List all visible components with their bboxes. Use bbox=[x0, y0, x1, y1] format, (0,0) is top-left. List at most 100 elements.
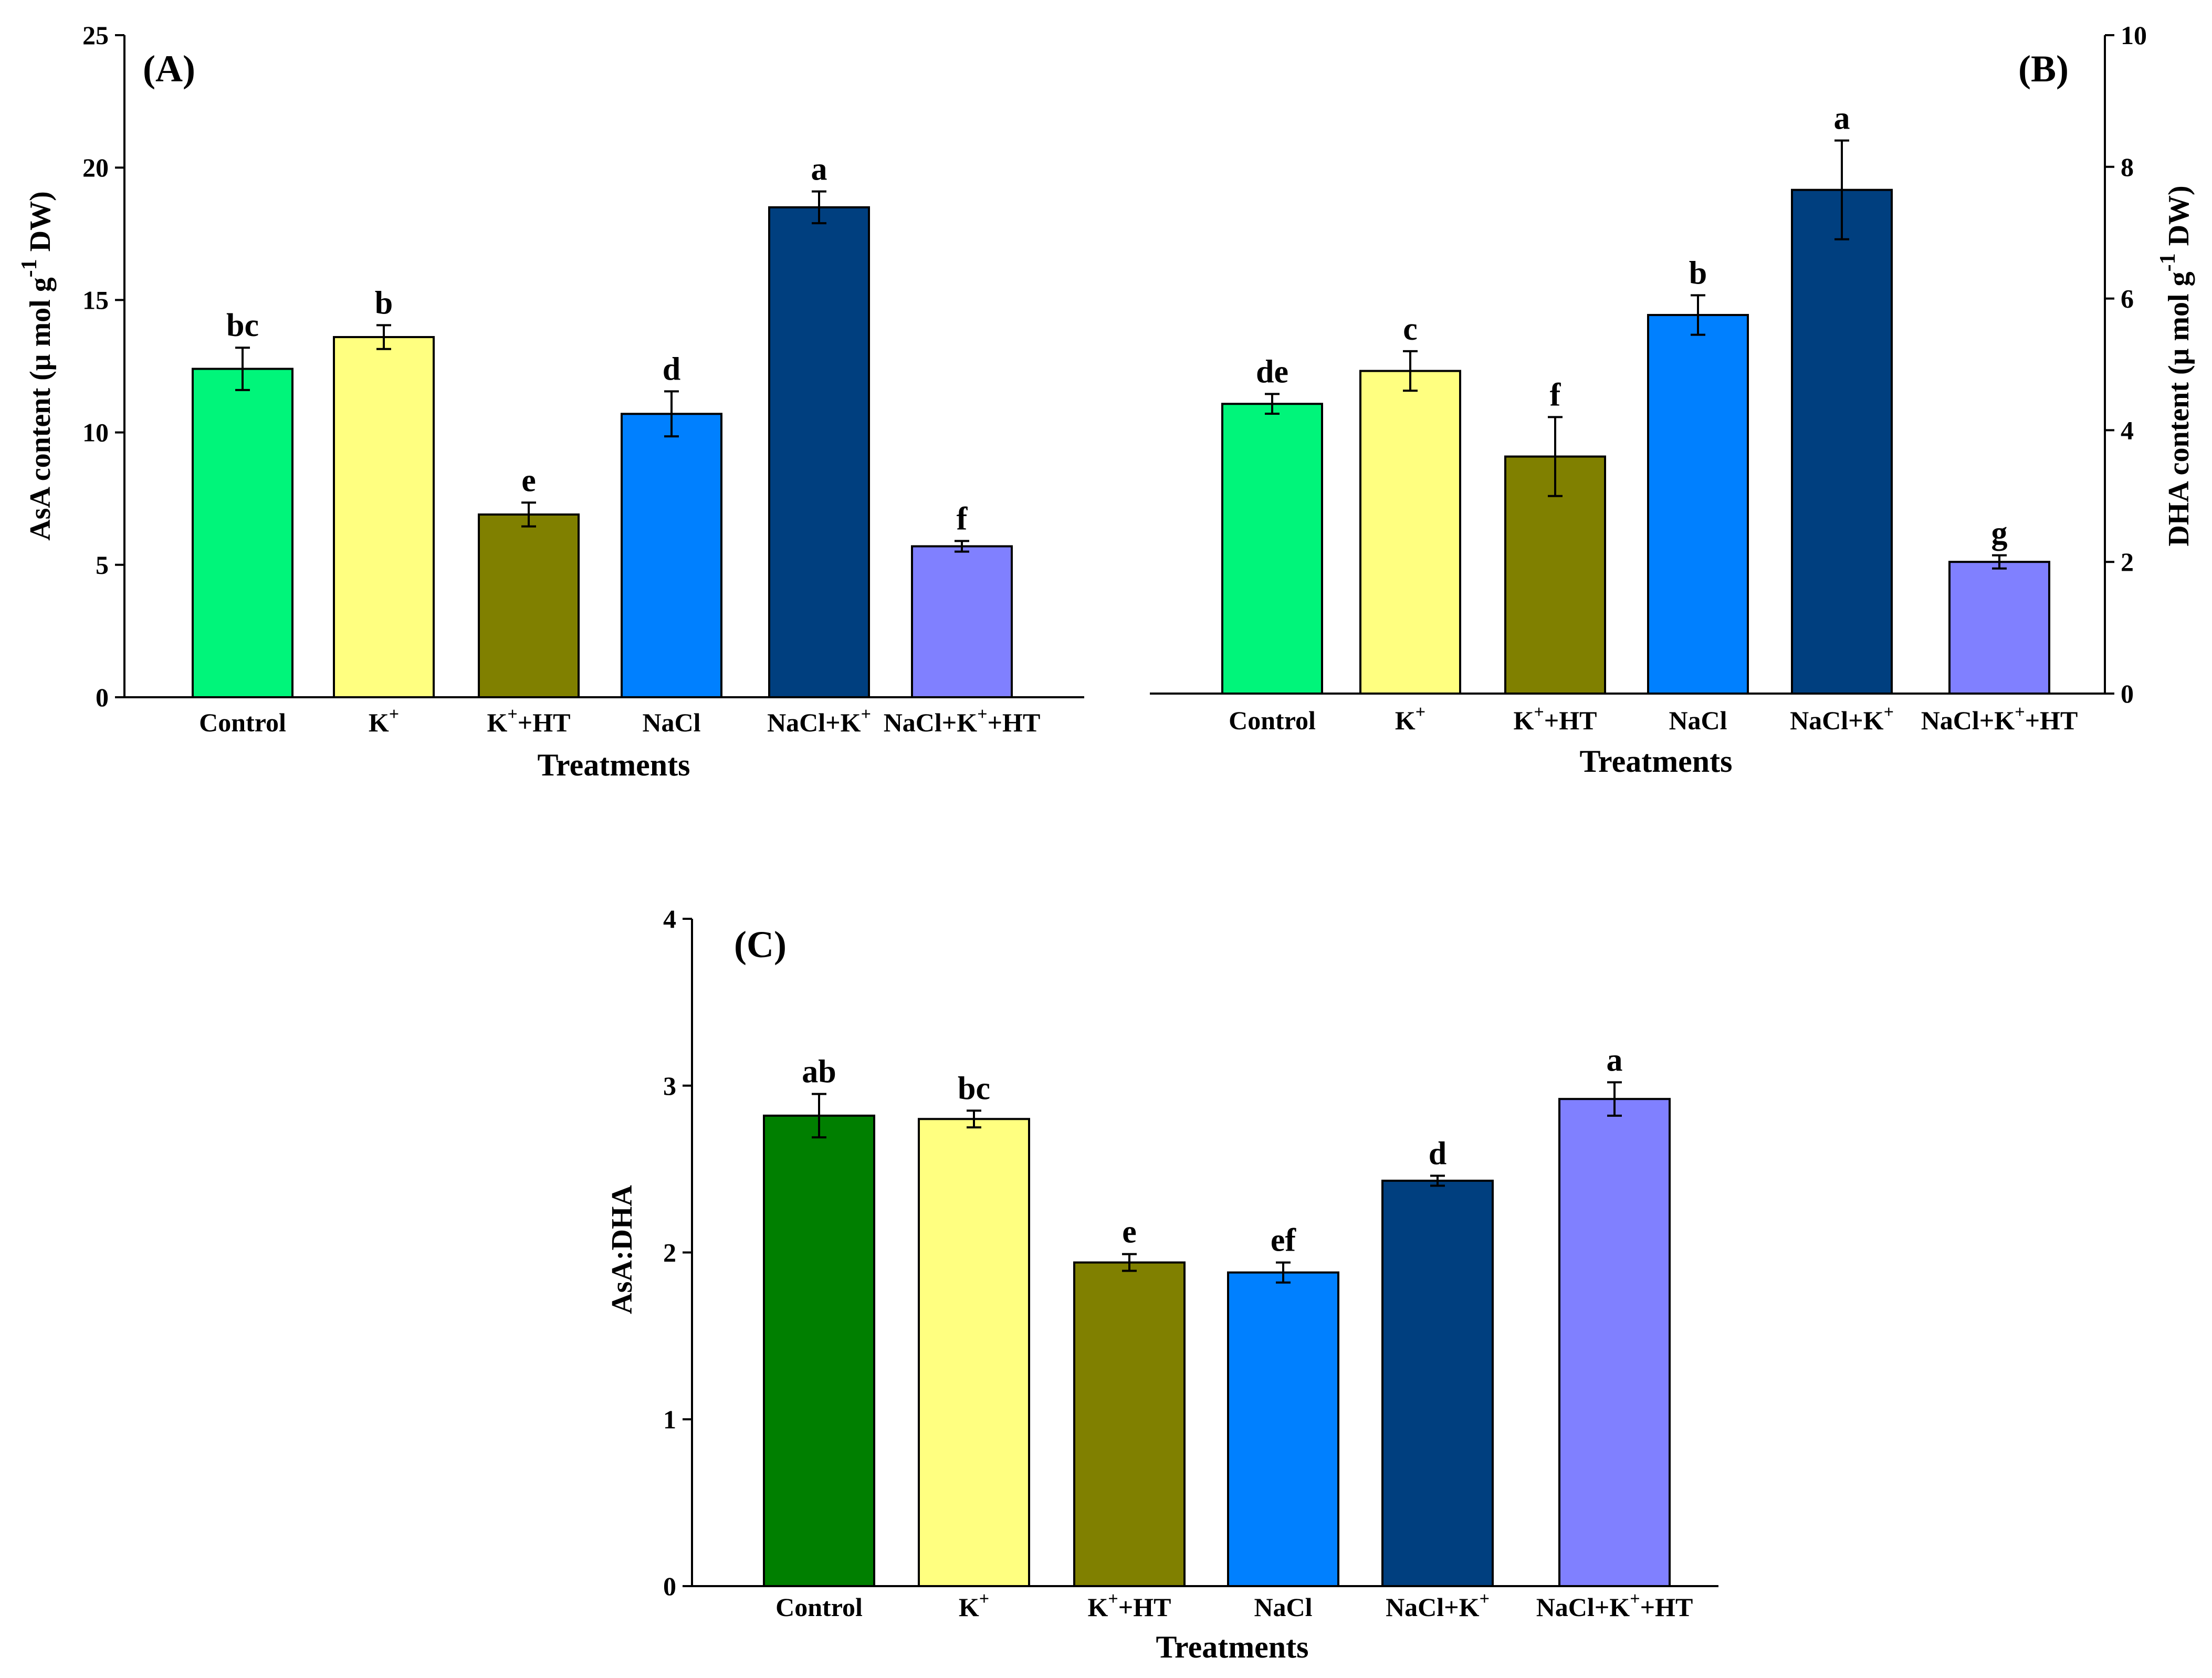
category-label-base: K bbox=[1513, 706, 1534, 735]
significance-letter: a bbox=[1834, 101, 1850, 137]
category-label-tail: +HT bbox=[988, 708, 1041, 737]
category-label: K++HT bbox=[1513, 702, 1597, 735]
bar bbox=[621, 413, 722, 698]
category-label-base: Control bbox=[199, 708, 286, 737]
category-label-base: K bbox=[1087, 1592, 1108, 1622]
category-label: K++HT bbox=[1087, 1589, 1171, 1622]
error-bar bbox=[1265, 393, 1280, 415]
x-axis-title: Treatments bbox=[1579, 744, 1732, 779]
category-label-base: NaCl+K bbox=[1536, 1592, 1630, 1622]
category-label-tail: +HT bbox=[1544, 706, 1597, 735]
category-label-sup: + bbox=[1108, 1589, 1118, 1609]
category-label: K+ bbox=[369, 705, 399, 737]
y-axis-title: AsA content (μ mol g-1 DW) bbox=[17, 191, 57, 541]
bar bbox=[1647, 313, 1749, 695]
y-tick-label: 8 bbox=[2121, 152, 2134, 182]
y-tick-label: 10 bbox=[2121, 20, 2147, 50]
error-bar bbox=[1607, 1081, 1622, 1117]
category-label-sup: + bbox=[2015, 702, 2025, 722]
y-tick-label: 4 bbox=[663, 904, 676, 934]
significance-letter: e bbox=[1122, 1214, 1137, 1250]
y-axis-title-main: DHA content (μ mol g bbox=[2163, 271, 2195, 546]
category-label: K++HT bbox=[487, 705, 570, 737]
bar bbox=[918, 1118, 1030, 1588]
category-label: Control bbox=[775, 1592, 863, 1622]
bar bbox=[192, 368, 293, 698]
category-label-base: K bbox=[369, 708, 389, 737]
bar bbox=[333, 336, 435, 698]
y-tick-label: 25 bbox=[82, 20, 109, 50]
category-label: K+ bbox=[1395, 702, 1425, 735]
panel-label: (A) bbox=[143, 48, 195, 90]
significance-letter: ef bbox=[1271, 1223, 1297, 1258]
significance-letter: c bbox=[1403, 311, 1418, 347]
panel-label: (B) bbox=[2018, 48, 2069, 90]
category-label-tail: +HT bbox=[1640, 1592, 1693, 1622]
bar bbox=[1221, 403, 1323, 695]
bar bbox=[1381, 1179, 1494, 1587]
error-bar bbox=[1276, 1261, 1291, 1284]
y-axis-title-sup: -1 bbox=[2156, 253, 2180, 271]
y-tick-label: 20 bbox=[82, 153, 109, 182]
category-label-base: K bbox=[1395, 706, 1416, 735]
category-label-base: Control bbox=[775, 1592, 863, 1622]
category-label: NaCl bbox=[642, 708, 700, 737]
significance-letter: d bbox=[663, 351, 680, 387]
y-tick-label: 0 bbox=[663, 1571, 676, 1601]
category-label-sup: + bbox=[861, 705, 871, 724]
category-label: NaCl+K++HT bbox=[1536, 1589, 1693, 1622]
error-bar bbox=[235, 347, 250, 391]
category-label-sup: + bbox=[1534, 702, 1544, 722]
error-bar bbox=[1992, 554, 2007, 570]
category-label-base: NaCl bbox=[642, 708, 700, 737]
panel-a: 0510152025bcControlbK+eK++HTdNaClaNaCl+K… bbox=[17, 20, 1084, 782]
bar bbox=[911, 545, 1013, 698]
category-label: NaCl+K+ bbox=[1386, 1589, 1490, 1622]
y-axis-title: DHA content (μ mol g-1 DW) bbox=[2156, 185, 2195, 546]
category-label-base: NaCl+K bbox=[884, 708, 978, 737]
panel-label: (C) bbox=[734, 924, 787, 966]
category-label-base: K bbox=[959, 1592, 979, 1622]
error-bar bbox=[376, 324, 391, 350]
category-label-sup: + bbox=[1630, 1589, 1640, 1609]
category-label-base: K bbox=[487, 708, 507, 737]
category-label: NaCl bbox=[1669, 706, 1727, 735]
y-axis-title-tail: DW) bbox=[2163, 185, 2195, 253]
bar bbox=[1073, 1261, 1186, 1587]
category-label-base: NaCl+K bbox=[1386, 1592, 1480, 1622]
category-label-tail: +HT bbox=[2025, 706, 2078, 735]
y-axis-title-main: AsA:DHA bbox=[606, 1185, 638, 1314]
category-label-base: NaCl bbox=[1254, 1592, 1312, 1622]
category-label-base: NaCl bbox=[1669, 706, 1727, 735]
significance-letter: f bbox=[957, 501, 968, 537]
category-label-base: NaCl+K bbox=[1790, 706, 1884, 735]
category-label: NaCl+K+ bbox=[767, 705, 871, 737]
y-tick-label: 4 bbox=[2121, 415, 2134, 445]
panel-c: 01234abControlbcK+eK++HTefNaCldNaCl+K+aN… bbox=[606, 904, 1718, 1664]
category-label: NaCl bbox=[1254, 1592, 1312, 1622]
category-label-base: NaCl+K bbox=[1921, 706, 2015, 735]
y-tick-label: 0 bbox=[2121, 679, 2134, 708]
bar bbox=[1558, 1098, 1671, 1587]
error-bar bbox=[955, 540, 969, 553]
y-tick-label: 3 bbox=[663, 1071, 676, 1100]
significance-letter: e bbox=[521, 463, 536, 498]
error-bar bbox=[812, 190, 826, 225]
significance-letter: d bbox=[1429, 1136, 1446, 1171]
bar bbox=[1791, 188, 1893, 695]
significance-letter: f bbox=[1550, 377, 1561, 413]
y-tick-label: 2 bbox=[2121, 547, 2134, 576]
panel-b: 0246810deControlcK+fK++HTbNaClaNaCl+K+gN… bbox=[1150, 20, 2195, 779]
y-tick-label: 1 bbox=[663, 1404, 676, 1434]
bar bbox=[1227, 1271, 1339, 1587]
significance-letter: b bbox=[375, 285, 393, 321]
category-label-sup: + bbox=[977, 705, 987, 724]
category-label-tail: +HT bbox=[1118, 1592, 1171, 1622]
category-label-base: NaCl+K bbox=[767, 708, 861, 737]
bar bbox=[763, 1114, 875, 1588]
category-label: Control bbox=[1229, 706, 1316, 735]
category-label-base: Control bbox=[1229, 706, 1316, 735]
error-bar bbox=[1403, 350, 1418, 392]
category-label: Control bbox=[199, 708, 286, 737]
y-axis-title-tail: DW) bbox=[24, 191, 57, 259]
